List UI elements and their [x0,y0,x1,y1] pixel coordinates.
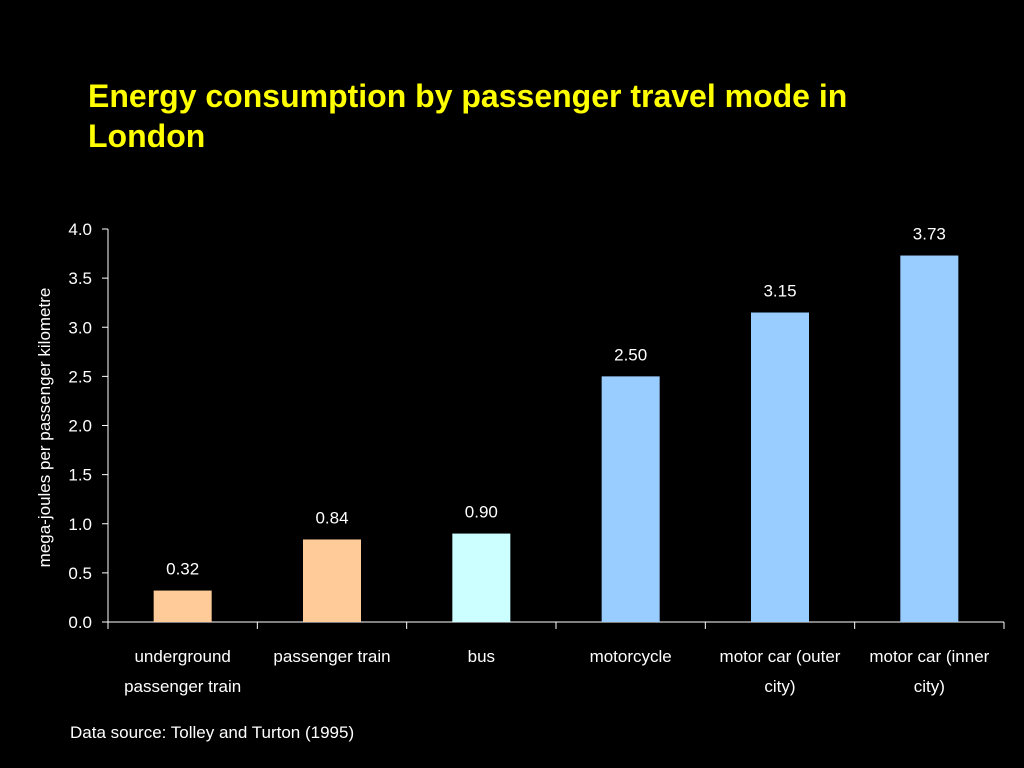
data-label: 2.50 [614,345,647,364]
bar [303,539,361,622]
x-category-label: passenger train [124,677,241,696]
y-tick-label: 0.5 [68,564,92,583]
x-category-label: passenger train [273,647,390,666]
bar [601,376,660,622]
bar [452,533,511,622]
bar [153,590,212,622]
y-tick-label: 1.0 [68,515,92,534]
data-label: 0.84 [315,508,348,527]
data-label: 3.15 [763,282,796,301]
bar [900,255,959,622]
y-tick-label: 3.0 [68,318,92,337]
y-tick-label: 2.5 [68,367,92,386]
x-category-label: city) [764,677,795,696]
x-category-label: bus [468,647,495,666]
y-tick-label: 1.5 [68,466,92,485]
data-label: 0.90 [465,503,498,522]
x-category-label: underground [134,647,230,666]
y-tick-label: 3.5 [68,269,92,288]
data-source-note: Data source: Tolley and Turton (1995) [70,723,355,742]
x-category-label: city) [914,677,945,696]
data-label: 3.73 [913,225,946,244]
x-category-label: motor car (outer [720,647,841,666]
y-tick-label: 0.0 [68,613,92,632]
y-tick-label: 4.0 [68,220,92,239]
y-tick-label: 2.0 [68,417,92,436]
x-category-label: motorcycle [590,647,672,666]
page-title: Energy consumption by passenger travel m… [88,78,848,154]
data-label: 0.32 [166,560,199,579]
bar [751,312,809,622]
y-axis-label: mega-joules per passenger kilometre [35,288,54,568]
x-category-label: motor car (inner [869,647,989,666]
